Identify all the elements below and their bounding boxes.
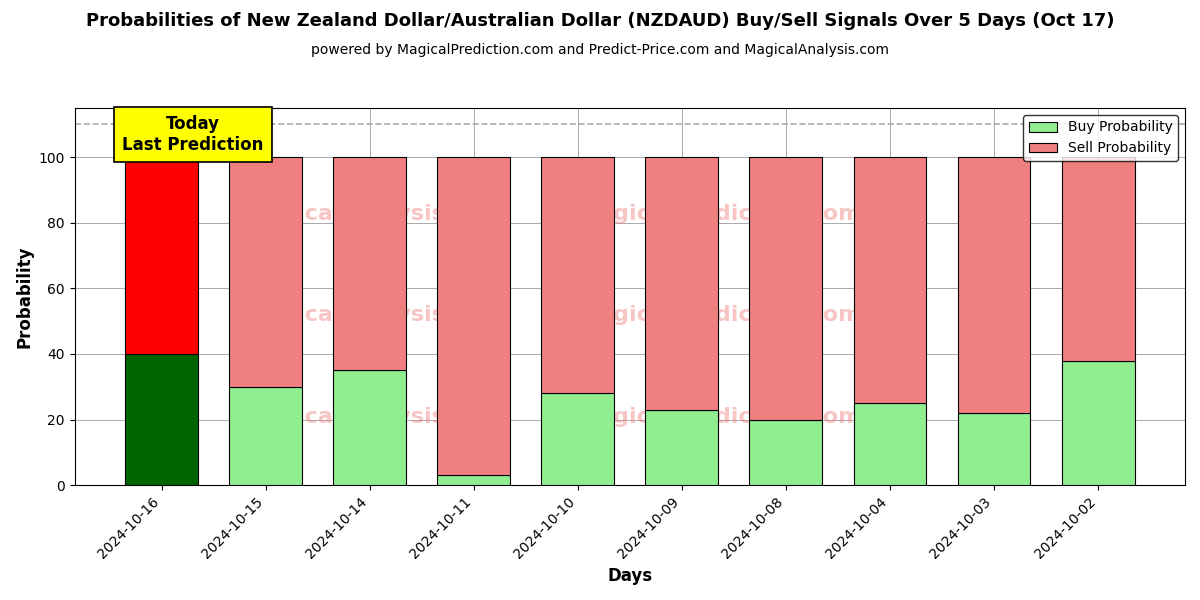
Bar [958, 157, 1031, 413]
Bar [1062, 361, 1134, 485]
Text: MagicalPrediction.com: MagicalPrediction.com [576, 407, 862, 427]
Bar [334, 157, 406, 370]
Bar [750, 419, 822, 485]
Bar [437, 475, 510, 485]
Text: powered by MagicalPrediction.com and Predict-Price.com and MagicalAnalysis.com: powered by MagicalPrediction.com and Pre… [311, 43, 889, 57]
Bar [958, 413, 1031, 485]
Bar [125, 157, 198, 354]
Bar [229, 157, 302, 387]
Bar [853, 157, 926, 403]
Text: MagicalAnalysis.com: MagicalAnalysis.com [244, 407, 505, 427]
Text: MagicalAnalysis.com: MagicalAnalysis.com [244, 203, 505, 224]
Text: Probabilities of New Zealand Dollar/Australian Dollar (NZDAUD) Buy/Sell Signals : Probabilities of New Zealand Dollar/Aust… [85, 12, 1115, 30]
Bar [1062, 157, 1134, 361]
Bar [437, 157, 510, 475]
Bar [334, 370, 406, 485]
Text: MagicalPrediction.com: MagicalPrediction.com [576, 203, 862, 224]
Text: Today
Last Prediction: Today Last Prediction [122, 115, 264, 154]
Text: MagicalAnalysis.com: MagicalAnalysis.com [244, 305, 505, 325]
Bar [229, 387, 302, 485]
Text: MagicalPrediction.com: MagicalPrediction.com [576, 305, 862, 325]
Bar [853, 403, 926, 485]
Bar [646, 157, 719, 410]
Y-axis label: Probability: Probability [16, 245, 34, 348]
Bar [125, 354, 198, 485]
Legend: Buy Probability, Sell Probability: Buy Probability, Sell Probability [1024, 115, 1178, 161]
Bar [541, 394, 614, 485]
X-axis label: Days: Days [607, 567, 653, 585]
Bar [541, 157, 614, 394]
Bar [750, 157, 822, 419]
Bar [646, 410, 719, 485]
